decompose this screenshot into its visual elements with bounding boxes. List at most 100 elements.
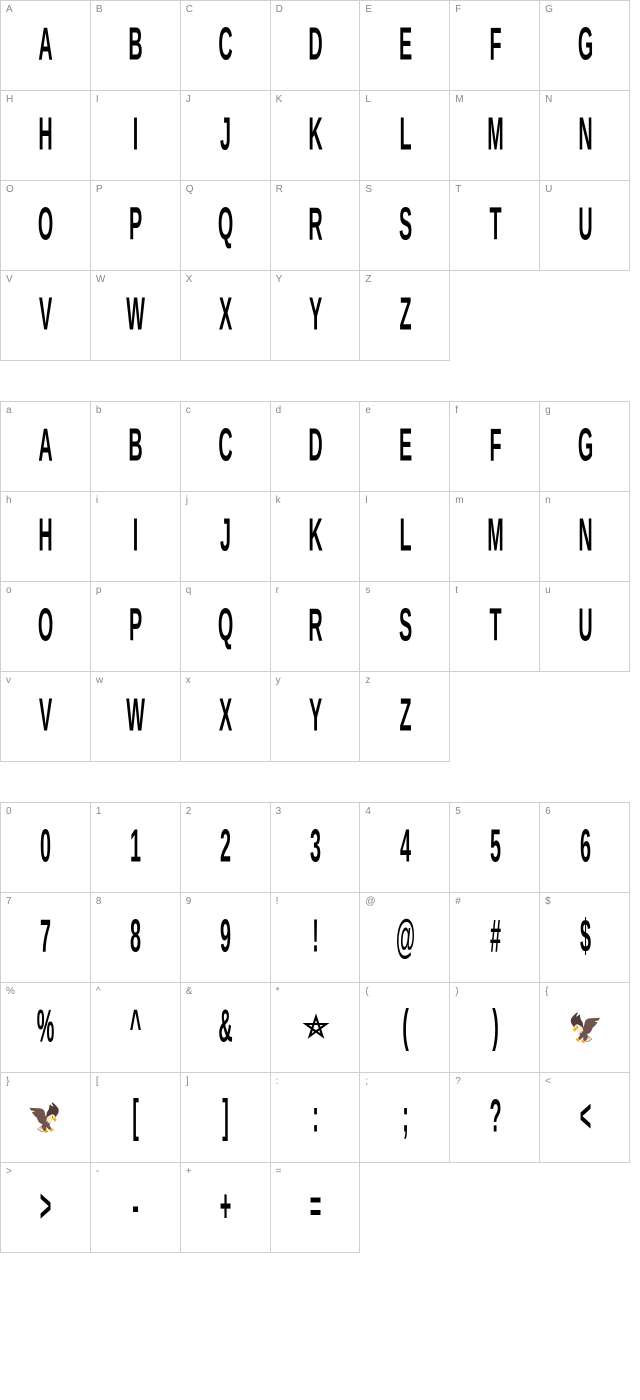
glyph-cell: <<	[540, 1073, 630, 1163]
glyph-cell: EE	[360, 1, 450, 91]
cell-label: ^	[96, 986, 101, 997]
cell-label: r	[276, 585, 279, 596]
glyph-cell: $$	[540, 893, 630, 983]
cell-glyph: 2	[220, 818, 230, 873]
cell-label: &	[186, 986, 193, 997]
cell-label: ;	[365, 1076, 368, 1087]
empty-cell	[540, 271, 630, 361]
cell-label: a	[6, 405, 12, 416]
cell-label: >	[6, 1166, 12, 1177]
cell-label: [	[96, 1076, 99, 1087]
cell-glyph: !	[312, 908, 318, 963]
glyph-cell: dD	[271, 402, 361, 492]
cell-label: 2	[186, 806, 192, 817]
cell-glyph: [	[133, 1088, 139, 1143]
glyph-grid: AABBCCDDEEFFGGHHIIJJKKLLMMNNOOPPQQRRSSTT…	[0, 0, 630, 361]
empty-cell	[540, 672, 630, 762]
cell-glyph: &	[219, 998, 232, 1053]
glyph-cell: eE	[360, 402, 450, 492]
glyph-cell: pP	[91, 582, 181, 672]
cell-label: P	[96, 184, 103, 195]
cell-label: 6	[545, 806, 551, 817]
cell-label: {	[545, 986, 548, 997]
cell-glyph: #	[490, 908, 500, 963]
cell-glyph: 8	[130, 908, 140, 963]
glyph-cell: &&	[181, 983, 271, 1073]
glyph-cell: CC	[181, 1, 271, 91]
cell-label: ?	[455, 1076, 461, 1087]
glyph-cell: iI	[91, 492, 181, 582]
cell-glyph: V	[39, 687, 51, 742]
cell-glyph: @	[396, 908, 414, 963]
cell-glyph: E	[399, 417, 411, 472]
cell-label: u	[545, 585, 551, 596]
glyph-cell: ++	[181, 1163, 271, 1253]
cell-label: F	[455, 4, 461, 15]
cell-glyph: -	[133, 1178, 139, 1233]
glyph-cell: DD	[271, 1, 361, 91]
cell-label: M	[455, 94, 463, 105]
glyph-cell: 55	[450, 803, 540, 893]
cell-glyph: 🦅	[29, 1101, 62, 1134]
glyph-cell: OO	[1, 181, 91, 271]
cell-glyph: J	[220, 507, 230, 562]
cell-glyph: F	[489, 16, 500, 71]
glyph-cell: [[	[91, 1073, 181, 1163]
glyph-cell: ]]	[181, 1073, 271, 1163]
glyph-cell: UU	[540, 181, 630, 271]
cell-glyph: S	[399, 597, 411, 652]
glyph-cell: wW	[91, 672, 181, 762]
cell-glyph: 5	[490, 818, 500, 873]
glyph-cell: qQ	[181, 582, 271, 672]
cell-glyph: 0	[40, 818, 50, 873]
cell-glyph: ⛤	[304, 1011, 326, 1045]
cell-glyph: N	[578, 106, 591, 161]
empty-cell	[450, 672, 540, 762]
cell-glyph: I	[133, 507, 137, 562]
cell-glyph: >	[40, 1178, 50, 1233]
cell-label: H	[6, 94, 13, 105]
cell-label: @	[365, 896, 375, 907]
glyph-cell: PP	[91, 181, 181, 271]
cell-label: +	[186, 1166, 192, 1177]
cell-label: -	[96, 1166, 99, 1177]
glyph-cell: NN	[540, 91, 630, 181]
glyph-cell: uU	[540, 582, 630, 672]
cell-label: p	[96, 585, 102, 596]
cell-glyph: I	[133, 106, 137, 161]
glyph-cell: ##	[450, 893, 540, 983]
cell-glyph: $	[580, 908, 590, 963]
section-uppercase: AABBCCDDEEFFGGHHIIJJKKLLMMNNOOPPQQRRSSTT…	[0, 0, 640, 361]
cell-label: 9	[186, 896, 192, 907]
cell-label: D	[276, 4, 283, 15]
cell-glyph: 9	[220, 908, 230, 963]
glyph-cell: >>	[1, 1163, 91, 1253]
cell-label: C	[186, 4, 193, 15]
cell-label: o	[6, 585, 12, 596]
cell-glyph: K	[308, 106, 321, 161]
cell-label: q	[186, 585, 192, 596]
cell-label: Q	[186, 184, 194, 195]
cell-glyph: ]	[222, 1088, 228, 1143]
cell-glyph: Z	[399, 687, 410, 742]
cell-label: J	[186, 94, 191, 105]
cell-glyph: 6	[580, 818, 590, 873]
glyph-cell: yY	[271, 672, 361, 762]
cell-glyph: G	[577, 16, 591, 71]
cell-label: z	[365, 675, 370, 686]
section-lowercase: aAbBcCdDeEfFgGhHiIjJkKlLmMnNoOpPqQrRsStT…	[0, 401, 640, 762]
cell-glyph: G	[577, 417, 591, 472]
glyph-cell: JJ	[181, 91, 271, 181]
cell-glyph: (	[402, 998, 408, 1053]
glyph-cell: 00	[1, 803, 91, 893]
cell-label: )	[455, 986, 458, 997]
cell-label: s	[365, 585, 370, 596]
glyph-cell: gG	[540, 402, 630, 492]
glyph-cell: tT	[450, 582, 540, 672]
cell-glyph: L	[399, 106, 410, 161]
cell-glyph: Q	[218, 196, 232, 251]
glyph-cell: fF	[450, 402, 540, 492]
cell-label: *	[276, 986, 280, 997]
cell-glyph: D	[308, 417, 321, 472]
cell-label: f	[455, 405, 458, 416]
